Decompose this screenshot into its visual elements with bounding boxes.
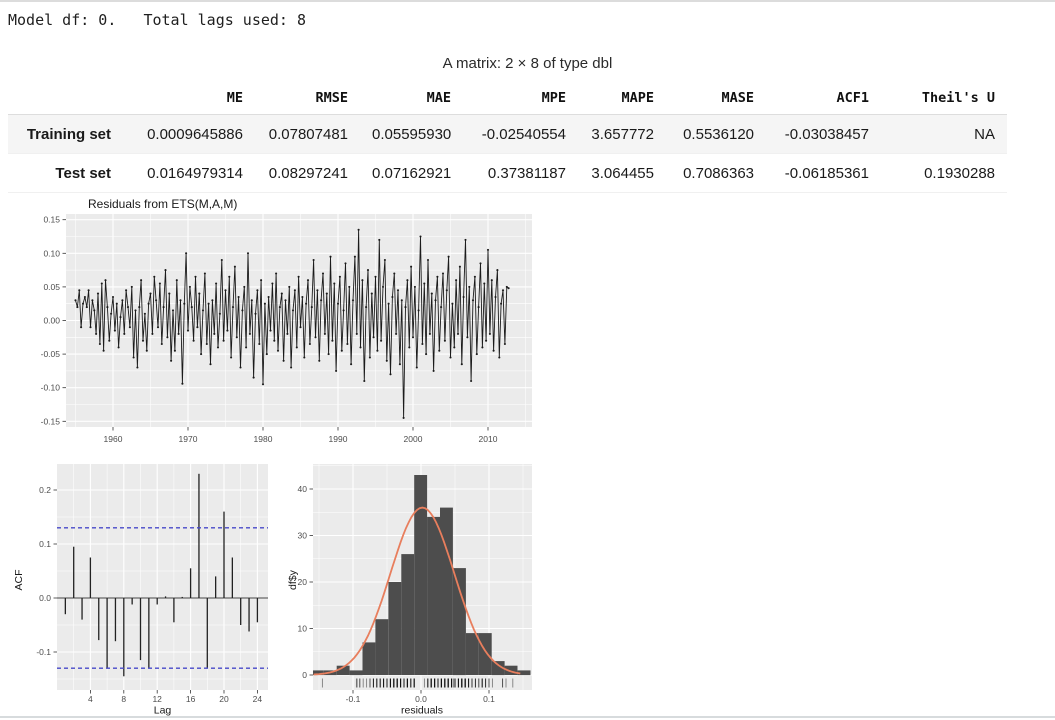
hist-xlabel: residuals xyxy=(401,705,443,717)
tick-label: -0.1 xyxy=(346,694,361,704)
tick-label: 0.00 xyxy=(43,316,60,326)
tick-label: 0.2 xyxy=(39,485,51,495)
table-cell: 0.37381187 xyxy=(487,164,566,182)
tick-label: 20 xyxy=(298,577,308,587)
table-cell: 3.657772 xyxy=(591,125,654,143)
residuals-plot: 0.15 0.10 0.05 0.00 -0.05 -0.10 -0.15 1960 1970 1… xyxy=(41,197,532,444)
tick-label: -0.15 xyxy=(41,416,61,426)
table-cell: 0.0164979314 xyxy=(147,164,243,182)
tick-label: 0.15 xyxy=(43,215,60,225)
tick-label: 2000 xyxy=(404,434,423,444)
tick-label: 1970 xyxy=(179,434,198,444)
col-header-acf1: ACF1 xyxy=(766,82,881,115)
residuals-plot-title: Residuals from ETS(M,A,M) xyxy=(88,197,237,211)
table-caption: A matrix: 2 × 8 of type dbl xyxy=(442,55,613,72)
tick-label: 40 xyxy=(298,484,308,494)
table-cell: 0.0009645886 xyxy=(147,125,243,143)
row-label-test-set: Test set xyxy=(55,164,111,182)
tick-label: 0.05 xyxy=(43,282,60,292)
hist-ylabel: df$y xyxy=(287,569,299,590)
col-header-rmse: RMSE xyxy=(255,82,360,115)
plot-panel xyxy=(57,464,268,690)
tick-label: -0.05 xyxy=(41,349,61,359)
tick-label: 4 xyxy=(88,694,93,704)
tick-label: 0.0 xyxy=(415,694,427,704)
table-row-test-set: Test set 0.0164979314 0.08297241 0.07162… xyxy=(8,154,1007,193)
acf-xlabel: Lag xyxy=(154,705,172,717)
table-cell: 0.7086363 xyxy=(683,164,754,182)
row-label-training-set: Training set xyxy=(26,125,111,143)
hist-normal-curve xyxy=(313,506,521,676)
corner-cell xyxy=(8,82,123,115)
tick-label: 16 xyxy=(186,694,196,704)
tick-label: 24 xyxy=(253,694,263,704)
residuals-series-line xyxy=(74,228,510,419)
col-header-theils-u: Theil's U xyxy=(881,82,1007,115)
table-row-training-set: Training set 0.0009645886 0.07807481 0.0… xyxy=(8,114,1007,154)
tick-label: 1960 xyxy=(104,434,123,444)
tick-label: 8 xyxy=(121,694,126,704)
hist-bars xyxy=(313,475,531,676)
col-header-mape: MAPE xyxy=(578,82,666,115)
tick-label: 0.1 xyxy=(39,539,51,549)
table-cell: 0.5536120 xyxy=(683,125,754,143)
table-cell: 3.064455 xyxy=(591,164,654,182)
table-cell: 0.07807481 xyxy=(268,125,348,143)
tick-label: -0.1 xyxy=(36,647,51,657)
col-header-mpe: MPE xyxy=(463,82,578,115)
table-cell: NA xyxy=(974,125,995,143)
tick-label: 10 xyxy=(298,624,308,634)
tick-label: 1990 xyxy=(329,434,348,444)
col-header-mase: MASE xyxy=(666,82,766,115)
acf-ylabel: ACF xyxy=(13,570,25,591)
table-cell: 0.1930288 xyxy=(924,164,995,182)
tick-label: -0.10 xyxy=(41,383,61,393)
table-cell: 0.08297241 xyxy=(268,164,348,182)
tick-label: 1980 xyxy=(254,434,273,444)
histogram-plot: 0 10 20 30 40 -0.1 0.0 0.1 residuals df$y xyxy=(287,464,532,717)
tick-label: 0.10 xyxy=(43,248,60,258)
tick-label: 30 xyxy=(298,531,308,541)
table-cell: 0.07162921 xyxy=(372,164,452,182)
cell-divider xyxy=(0,716,1055,718)
table-cell: -0.02540554 xyxy=(481,125,566,143)
table-header-row: ME RMSE MAE MPE MAPE MASE ACF1 Theil's U xyxy=(8,82,1007,115)
table-cell: 0.05595930 xyxy=(372,125,452,143)
model-df-line: Model df: 0. Total lags used: 8 xyxy=(8,11,307,29)
col-header-mae: MAE xyxy=(360,82,463,115)
hist-rug xyxy=(321,678,514,688)
tick-label: 0 xyxy=(302,670,307,680)
metrics-table: ME RMSE MAE MPE MAPE MASE ACF1 Theil's U… xyxy=(8,82,1007,193)
tick-label: 20 xyxy=(219,694,229,704)
tick-label: 0.0 xyxy=(39,593,51,603)
table-cell: -0.03038457 xyxy=(784,125,869,143)
tick-label: 12 xyxy=(152,694,162,704)
col-header-me: ME xyxy=(123,82,255,115)
acf-plot: 0.2 0.1 0.0 -0.1 4 8 12 16 20 24 Lag ACF xyxy=(13,464,268,717)
acf-bars xyxy=(64,473,259,677)
table-cell: -0.06185361 xyxy=(784,164,869,182)
tick-label: 2010 xyxy=(479,434,498,444)
tick-label: 0.1 xyxy=(483,694,495,704)
